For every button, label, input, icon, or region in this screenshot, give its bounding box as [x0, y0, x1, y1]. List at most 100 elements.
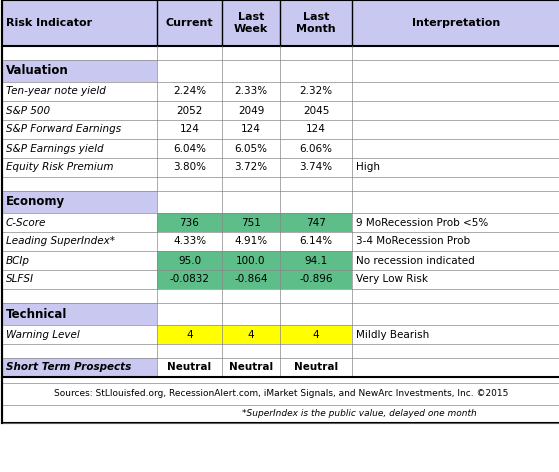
- Text: Neutral: Neutral: [294, 362, 338, 372]
- Bar: [222, 191, 280, 213]
- Bar: [157, 405, 559, 423]
- Text: Interpretation: Interpretation: [413, 18, 501, 28]
- Text: 4: 4: [248, 329, 254, 339]
- Text: 6.05%: 6.05%: [234, 143, 268, 153]
- Text: 6.04%: 6.04%: [173, 143, 206, 153]
- Bar: [280, 60, 352, 82]
- Text: Warning Level: Warning Level: [6, 329, 80, 339]
- Text: Risk Indicator: Risk Indicator: [6, 18, 92, 28]
- Text: 2.32%: 2.32%: [300, 86, 333, 96]
- Text: -0.0832: -0.0832: [169, 275, 210, 285]
- Text: Valuation: Valuation: [6, 65, 69, 77]
- Text: BCIp: BCIp: [6, 255, 30, 265]
- Text: 9 MoRecession Prob <5%: 9 MoRecession Prob <5%: [356, 218, 488, 228]
- Bar: [2, 270, 157, 289]
- Bar: [2, 158, 157, 177]
- Bar: [2, 303, 157, 325]
- Bar: [280, 270, 352, 289]
- Bar: [222, 158, 280, 177]
- Bar: [280, 101, 352, 120]
- Bar: [280, 139, 352, 158]
- Text: 2.33%: 2.33%: [234, 86, 268, 96]
- Bar: [157, 158, 222, 177]
- Bar: [2, 251, 157, 270]
- Bar: [280, 358, 352, 377]
- Text: Ten-year note yield: Ten-year note yield: [6, 86, 106, 96]
- Bar: [280, 303, 352, 325]
- Bar: [280, 232, 352, 251]
- Bar: [352, 60, 559, 82]
- Bar: [222, 82, 280, 101]
- Text: 736: 736: [179, 218, 200, 228]
- Text: 124: 124: [306, 125, 326, 135]
- Text: 4.33%: 4.33%: [173, 236, 206, 246]
- Text: Economy: Economy: [6, 195, 65, 209]
- Text: S&P Earnings yield: S&P Earnings yield: [6, 143, 103, 153]
- Text: Neutral: Neutral: [168, 362, 211, 372]
- Bar: [157, 82, 222, 101]
- Bar: [352, 325, 559, 344]
- Text: Leading SuperIndex*: Leading SuperIndex*: [6, 236, 115, 246]
- Text: 747: 747: [306, 218, 326, 228]
- Bar: [2, 377, 559, 383]
- Bar: [222, 270, 280, 289]
- Text: Mildly Bearish: Mildly Bearish: [356, 329, 429, 339]
- Text: No recession indicated: No recession indicated: [356, 255, 475, 265]
- Text: S&P Forward Earnings: S&P Forward Earnings: [6, 125, 121, 135]
- Bar: [352, 232, 559, 251]
- Bar: [352, 191, 559, 213]
- Bar: [2, 344, 559, 358]
- Text: C-Score: C-Score: [6, 218, 46, 228]
- Text: Technical: Technical: [6, 307, 68, 320]
- Bar: [2, 325, 157, 344]
- Text: 124: 124: [179, 125, 200, 135]
- Bar: [2, 0, 559, 423]
- Bar: [2, 177, 559, 191]
- Text: 6.06%: 6.06%: [300, 143, 333, 153]
- Bar: [222, 60, 280, 82]
- Bar: [222, 303, 280, 325]
- Bar: [280, 158, 352, 177]
- Text: 3.72%: 3.72%: [234, 162, 268, 172]
- Text: 2.24%: 2.24%: [173, 86, 206, 96]
- Bar: [352, 158, 559, 177]
- Text: High: High: [356, 162, 380, 172]
- Bar: [352, 82, 559, 101]
- Bar: [157, 101, 222, 120]
- Bar: [352, 251, 559, 270]
- Bar: [222, 232, 280, 251]
- Text: S&P 500: S&P 500: [6, 106, 50, 116]
- Bar: [157, 251, 222, 270]
- Bar: [2, 213, 157, 232]
- Text: Very Low Risk: Very Low Risk: [356, 275, 428, 285]
- Bar: [280, 325, 352, 344]
- Text: SLFSI: SLFSI: [6, 275, 34, 285]
- Bar: [222, 251, 280, 270]
- Bar: [352, 101, 559, 120]
- Bar: [2, 139, 157, 158]
- Bar: [222, 101, 280, 120]
- Bar: [2, 60, 157, 82]
- Bar: [280, 120, 352, 139]
- Text: 4: 4: [186, 329, 193, 339]
- Bar: [2, 383, 559, 405]
- Bar: [222, 358, 280, 377]
- Text: -0.864: -0.864: [234, 275, 268, 285]
- Text: Neutral: Neutral: [229, 362, 273, 372]
- Bar: [280, 213, 352, 232]
- Bar: [2, 358, 157, 377]
- Text: Current: Current: [165, 18, 214, 28]
- Bar: [157, 270, 222, 289]
- Bar: [352, 213, 559, 232]
- Bar: [2, 405, 157, 423]
- Bar: [222, 213, 280, 232]
- Text: 2045: 2045: [303, 106, 329, 116]
- Text: Short Term Prospects: Short Term Prospects: [6, 362, 131, 372]
- Text: 4.91%: 4.91%: [234, 236, 268, 246]
- Text: 2049: 2049: [238, 106, 264, 116]
- Bar: [280, 251, 352, 270]
- Bar: [157, 232, 222, 251]
- Bar: [222, 325, 280, 344]
- Bar: [2, 232, 157, 251]
- Text: 95.0: 95.0: [178, 255, 201, 265]
